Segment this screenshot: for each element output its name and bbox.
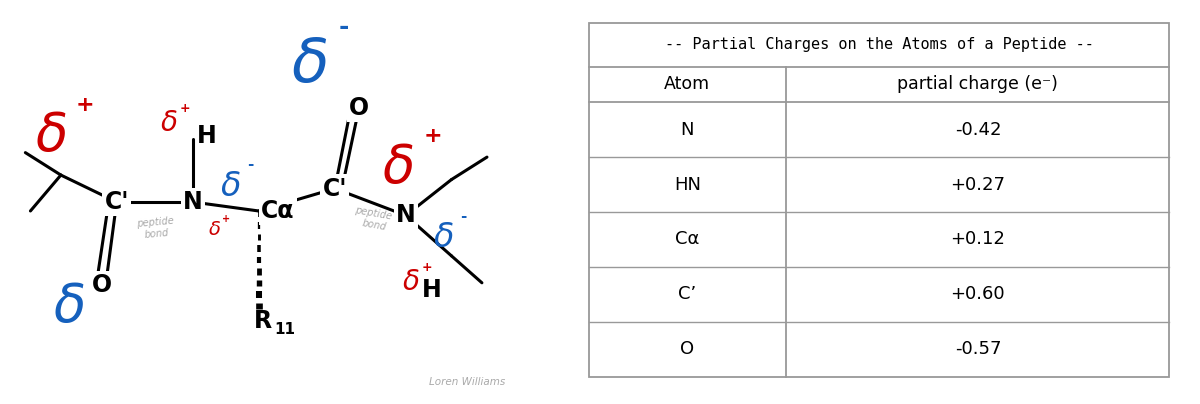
Text: H: H bbox=[422, 278, 442, 301]
Text: +0.27: +0.27 bbox=[950, 176, 1006, 194]
Text: N: N bbox=[680, 121, 694, 139]
Text: N: N bbox=[396, 204, 415, 227]
Text: H: H bbox=[197, 124, 217, 147]
Text: Cα: Cα bbox=[262, 199, 295, 223]
Text: bond: bond bbox=[361, 218, 388, 232]
Text: $\delta$: $\delta$ bbox=[53, 282, 84, 333]
Text: O: O bbox=[349, 96, 370, 120]
Text: Atom: Atom bbox=[665, 76, 710, 93]
Text: $\delta$: $\delta$ bbox=[221, 170, 241, 203]
Text: C': C' bbox=[104, 190, 128, 214]
Text: -: - bbox=[460, 209, 466, 224]
Text: 11: 11 bbox=[275, 322, 295, 337]
Text: +: + bbox=[180, 102, 191, 115]
Text: HN: HN bbox=[674, 176, 701, 194]
Text: O: O bbox=[680, 340, 695, 358]
Text: $\delta$: $\delta$ bbox=[160, 110, 178, 137]
Text: -- Partial Charges on the Atoms of a Peptide --: -- Partial Charges on the Atoms of a Pep… bbox=[665, 36, 1093, 52]
Text: O: O bbox=[91, 273, 112, 297]
Text: Loren Williams: Loren Williams bbox=[428, 377, 505, 387]
Text: Cα: Cα bbox=[676, 230, 700, 248]
Text: -: - bbox=[338, 15, 349, 40]
Text: -: - bbox=[94, 265, 103, 285]
Text: N: N bbox=[182, 190, 203, 214]
Text: C': C' bbox=[323, 177, 347, 200]
Text: peptide: peptide bbox=[354, 205, 392, 221]
FancyBboxPatch shape bbox=[588, 23, 1170, 377]
Text: $\delta$: $\delta$ bbox=[35, 112, 67, 162]
Text: +0.60: +0.60 bbox=[950, 285, 1006, 303]
Text: C’: C’ bbox=[678, 285, 696, 303]
Text: -: - bbox=[247, 157, 253, 172]
Text: $\delta$: $\delta$ bbox=[208, 221, 221, 239]
Text: +: + bbox=[222, 215, 230, 225]
Text: -0.57: -0.57 bbox=[955, 340, 1001, 358]
Text: partial charge (e⁻): partial charge (e⁻) bbox=[898, 76, 1058, 93]
Text: +0.12: +0.12 bbox=[950, 230, 1006, 248]
Text: peptide: peptide bbox=[136, 216, 174, 229]
Text: $\delta$: $\delta$ bbox=[433, 221, 455, 255]
Text: $\delta$: $\delta$ bbox=[402, 269, 420, 296]
Text: -0.42: -0.42 bbox=[955, 121, 1001, 139]
Text: $\delta$: $\delta$ bbox=[383, 143, 414, 194]
Text: bond: bond bbox=[144, 228, 169, 240]
Text: R: R bbox=[253, 309, 272, 333]
Text: +: + bbox=[424, 126, 442, 146]
Text: +: + bbox=[422, 261, 433, 274]
Text: +: + bbox=[76, 95, 95, 115]
Text: $\delta$: $\delta$ bbox=[292, 35, 328, 95]
